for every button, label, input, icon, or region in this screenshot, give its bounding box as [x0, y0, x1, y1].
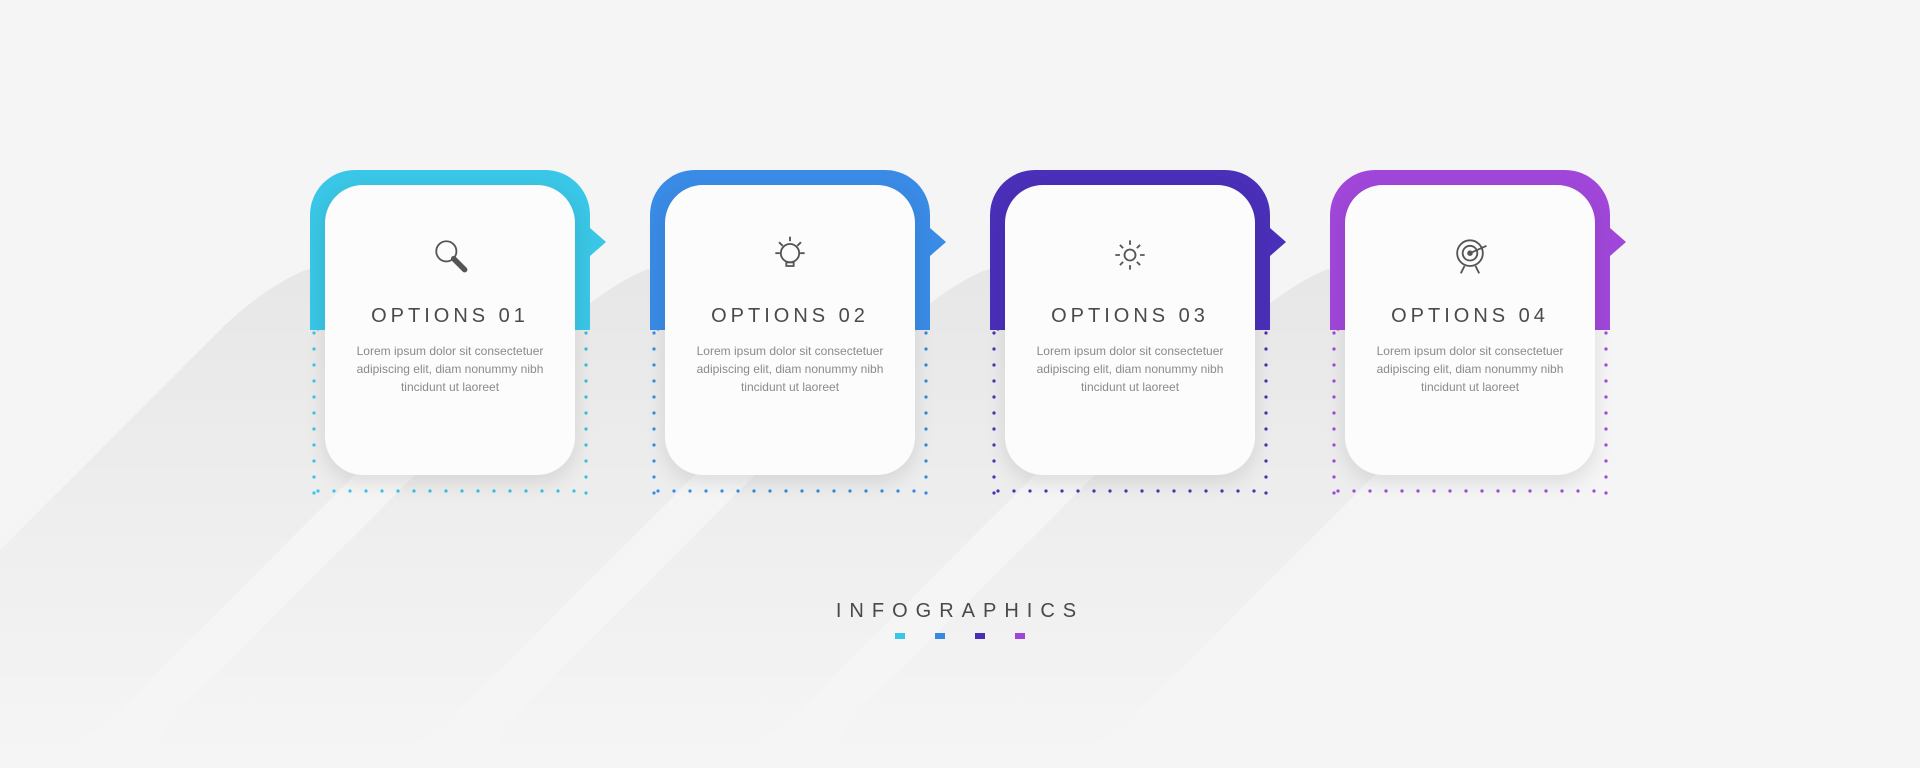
magnifier-icon — [425, 230, 475, 280]
card-body: OPTIONS 04 Lorem ipsum dolor sit consect… — [1345, 185, 1595, 475]
card-title: OPTIONS 03 — [1051, 305, 1209, 328]
gear-icon — [1105, 230, 1155, 280]
card-desc: Lorem ipsum dolor sit consectetuer adipi… — [1370, 342, 1570, 396]
option-card: OPTIONS 03 Lorem ipsum dolor sit consect… — [990, 170, 1270, 480]
option-card: OPTIONS 04 Lorem ipsum dolor sit consect… — [1330, 170, 1610, 480]
card-title: OPTIONS 04 — [1391, 305, 1549, 328]
card-desc: Lorem ipsum dolor sit consectetuer adipi… — [350, 342, 550, 396]
card-title: OPTIONS 02 — [711, 305, 869, 328]
option-card: OPTIONS 02 Lorem ipsum dolor sit consect… — [650, 170, 930, 480]
arrow-icon — [930, 228, 946, 256]
card-body: OPTIONS 02 Lorem ipsum dolor sit consect… — [665, 185, 915, 475]
color-swatch — [895, 633, 905, 639]
card-body: OPTIONS 01 Lorem ipsum dolor sit consect… — [325, 185, 575, 475]
card-body: OPTIONS 03 Lorem ipsum dolor sit consect… — [1005, 185, 1255, 475]
arrow-icon — [1270, 228, 1286, 256]
target-icon — [1445, 230, 1495, 280]
bulb-icon — [765, 230, 815, 280]
card-desc: Lorem ipsum dolor sit consectetuer adipi… — [690, 342, 890, 396]
option-card: OPTIONS 01 Lorem ipsum dolor sit consect… — [310, 170, 590, 480]
card-title: OPTIONS 01 — [371, 305, 529, 328]
options-row: OPTIONS 01 Lorem ipsum dolor sit consect… — [310, 170, 1610, 480]
arrow-icon — [590, 228, 606, 256]
arrow-icon — [1610, 228, 1626, 256]
card-desc: Lorem ipsum dolor sit consectetuer adipi… — [1030, 342, 1230, 396]
